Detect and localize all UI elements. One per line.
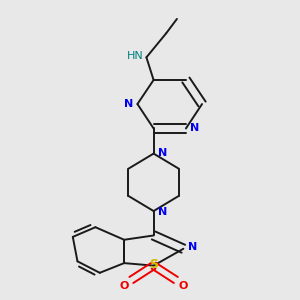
- Text: HN: HN: [127, 51, 143, 61]
- Text: N: N: [158, 148, 167, 158]
- Text: N: N: [124, 99, 133, 109]
- Text: O: O: [179, 281, 188, 291]
- Text: S: S: [149, 258, 158, 271]
- Text: O: O: [119, 281, 128, 291]
- Text: N: N: [188, 242, 197, 252]
- Text: N: N: [158, 207, 167, 217]
- Text: N: N: [190, 124, 200, 134]
